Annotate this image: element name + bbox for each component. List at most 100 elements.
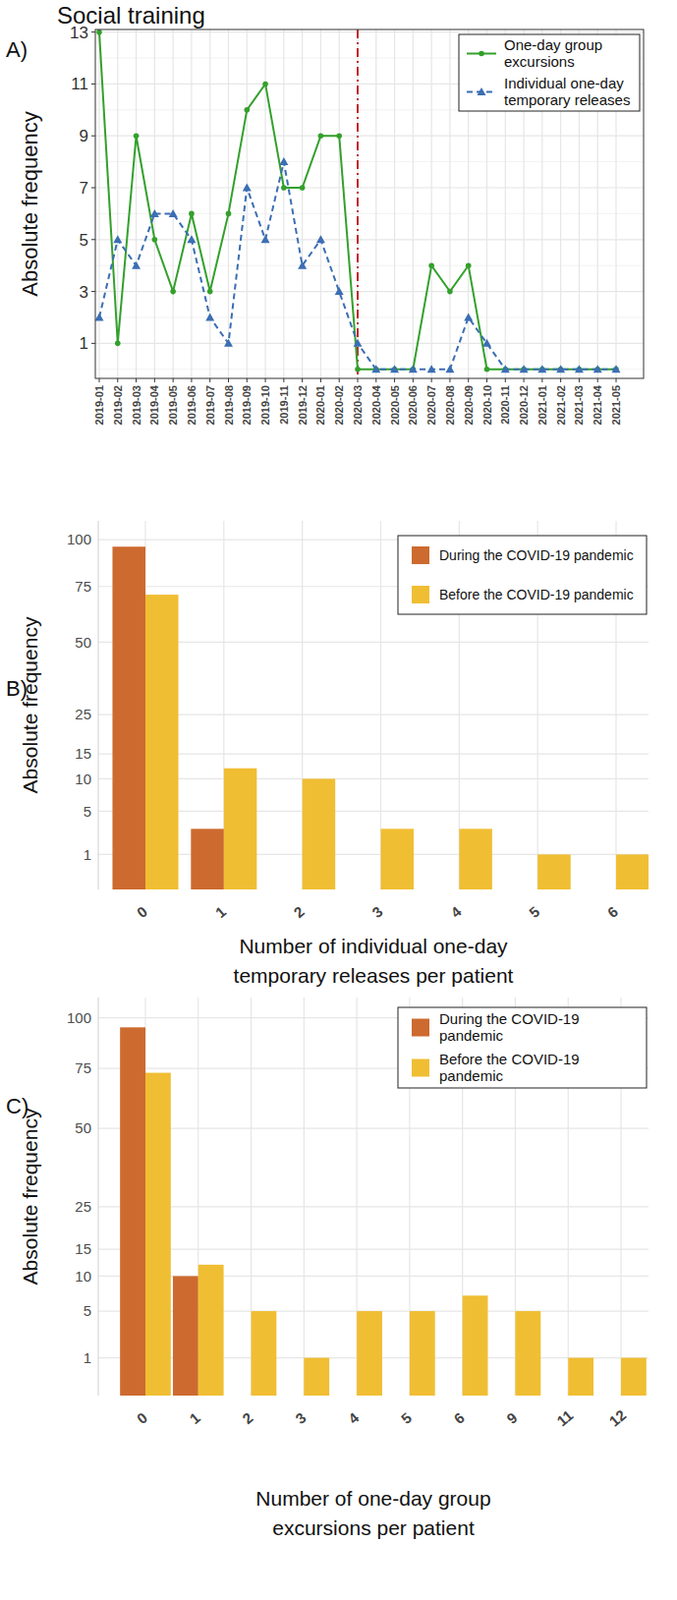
marker xyxy=(484,366,491,373)
legend: During the COVID-19pandemicBefore the CO… xyxy=(397,1007,647,1088)
marker xyxy=(537,364,547,373)
x-tick-label: 2020-12 xyxy=(517,385,530,425)
tick-mark xyxy=(357,378,359,383)
y-tick-label: 1 xyxy=(79,334,89,353)
text-line: Before the COVID-19 xyxy=(439,1050,580,1068)
x-tick-label: 2021-04 xyxy=(591,384,604,425)
x-tick-label: 2020-11 xyxy=(499,385,511,425)
x-tick-label: 2020-09 xyxy=(462,385,475,425)
tick-mark xyxy=(560,378,562,383)
legend-box xyxy=(458,34,640,112)
marker xyxy=(408,364,418,373)
y-tick-label: 10 xyxy=(74,770,92,788)
x-tick-label: 2020-07 xyxy=(425,385,438,425)
bar xyxy=(269,889,303,891)
y-tick-label: 13 xyxy=(69,23,89,43)
grid-line xyxy=(95,31,644,33)
legend-swatch xyxy=(411,585,430,604)
legend-swatch xyxy=(411,1018,430,1037)
marker xyxy=(445,364,454,373)
x-tick-label: 2019-06 xyxy=(185,385,198,425)
marker xyxy=(318,132,325,139)
x-tick-label: 2021-03 xyxy=(572,385,585,425)
tick-mark xyxy=(301,378,303,383)
marker xyxy=(150,209,160,218)
grid-line-x xyxy=(394,29,395,379)
text-line: Number of one-day group xyxy=(255,1486,491,1510)
bar xyxy=(119,1026,146,1396)
x-tick-label: 2019-05 xyxy=(167,385,179,425)
bar xyxy=(616,853,649,890)
bar xyxy=(112,546,146,890)
grid-line xyxy=(95,342,644,344)
series-line xyxy=(99,162,617,370)
grid-line xyxy=(98,753,649,755)
marker xyxy=(297,261,307,270)
marker xyxy=(112,234,122,243)
legend: One-day groupexcursionsIndividual one-da… xyxy=(458,34,640,112)
x-tick-label: 2020-05 xyxy=(389,385,401,425)
grid-line-x xyxy=(449,29,451,379)
tick-mark xyxy=(246,378,248,383)
x-tick-label: 2019-08 xyxy=(223,385,235,425)
marker xyxy=(354,366,361,373)
y-axis-line xyxy=(98,520,100,890)
grid-line-x xyxy=(356,29,358,379)
x-tick-label: 2021-05 xyxy=(610,385,622,425)
x-tick-label: 4 xyxy=(447,902,465,921)
y-axis-title: Absolute frequency xyxy=(18,1107,42,1285)
grid-line xyxy=(98,810,649,812)
legend-swatch xyxy=(411,546,430,565)
bar xyxy=(224,768,258,890)
bar xyxy=(462,1295,489,1396)
legend-label: Before the COVID-19pandemic xyxy=(439,1050,580,1084)
bar xyxy=(347,889,382,891)
y-tick-label: 50 xyxy=(74,1119,92,1136)
bar xyxy=(505,889,539,891)
tick-mark xyxy=(91,342,96,344)
marker xyxy=(463,312,473,321)
marker xyxy=(152,236,159,243)
tick-mark xyxy=(116,378,118,383)
x-tick-label: 4 xyxy=(344,1408,363,1427)
grid-line-x xyxy=(98,29,100,379)
x-tick-label: 2019-10 xyxy=(259,385,272,425)
grid-line-x xyxy=(338,29,340,379)
tick-mark xyxy=(91,83,96,85)
bar xyxy=(458,828,493,890)
marker xyxy=(519,364,529,373)
grid-line xyxy=(95,135,644,137)
marker xyxy=(225,211,232,218)
tick-mark xyxy=(449,378,451,383)
bar xyxy=(145,1072,171,1396)
x-tick-label: 6 xyxy=(450,1409,467,1427)
tick-mark xyxy=(135,378,137,383)
x-axis-title: Number of individual one-daytemporary re… xyxy=(233,934,514,987)
x-tick-label: 2020-01 xyxy=(314,385,327,425)
tick-mark xyxy=(597,378,599,383)
grid-line-x xyxy=(412,29,414,379)
marker xyxy=(574,364,584,373)
marker xyxy=(205,312,215,321)
marker xyxy=(353,338,363,347)
marker xyxy=(593,364,603,373)
plot-background xyxy=(98,997,649,1396)
x-tick-label: 2 xyxy=(238,1409,256,1427)
y-axis-line xyxy=(98,997,100,1396)
tick-mark xyxy=(91,187,96,189)
tick-mark xyxy=(91,31,96,33)
bar xyxy=(620,1357,647,1396)
panel-label: A) xyxy=(5,37,28,62)
minor-grid xyxy=(95,161,644,163)
y-tick-label: 75 xyxy=(74,577,92,595)
y-tick-label: 25 xyxy=(74,705,92,723)
legend-box xyxy=(397,1007,647,1088)
grid-line-x xyxy=(375,29,377,379)
x-tick-label: 3 xyxy=(368,902,386,921)
tick-mark xyxy=(265,378,267,383)
x-tick-label: 6 xyxy=(604,902,621,921)
bar xyxy=(542,1395,568,1397)
tick-mark xyxy=(172,378,174,383)
bar xyxy=(437,1395,463,1397)
tick-mark xyxy=(227,378,229,383)
